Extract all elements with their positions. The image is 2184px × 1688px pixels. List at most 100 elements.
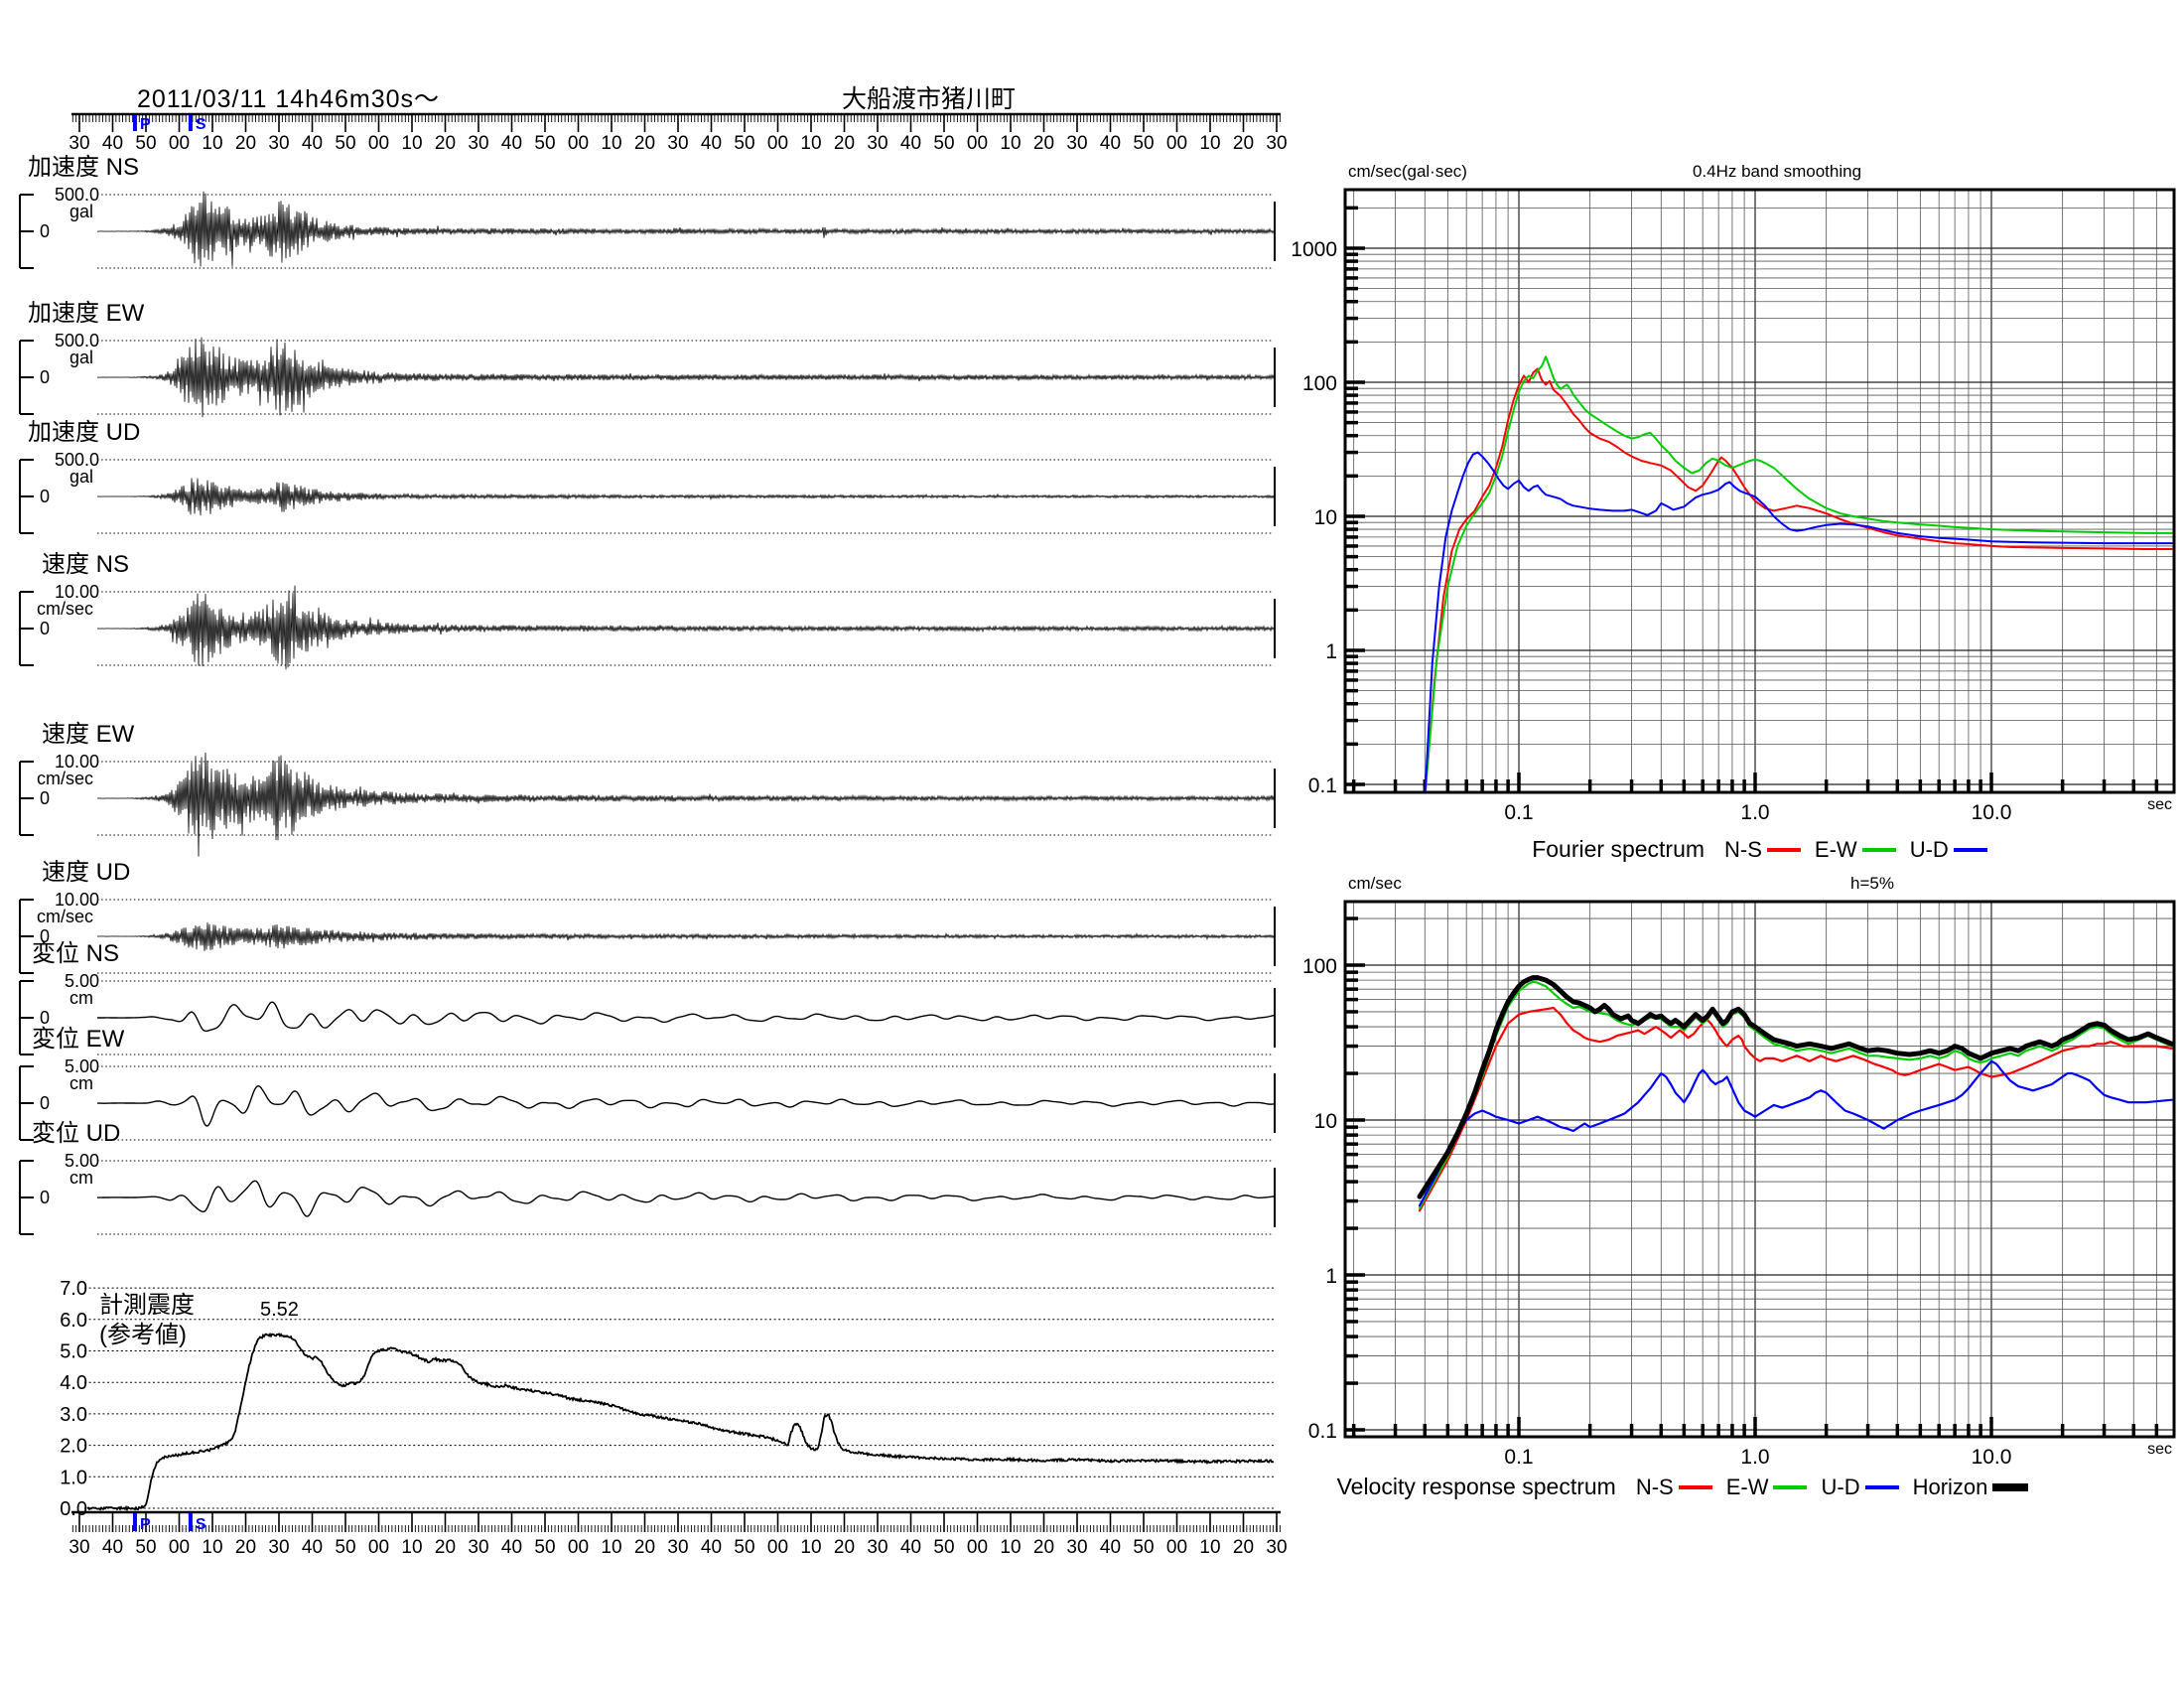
svg-text:0: 0 [40,926,50,946]
svg-text:40: 40 [1100,1537,1121,1558]
svg-text:00: 00 [967,133,988,154]
response-legend-item-horizon: Horizon [1913,1475,2029,1500]
svg-text:7.0: 7.0 [60,1278,87,1300]
svg-text:gal: gal [69,467,93,487]
svg-text:0: 0 [40,221,50,241]
svg-text:30: 30 [1266,133,1287,154]
svg-text:50: 50 [534,133,555,154]
fourier-legend-item-ud: U-D [1910,837,1987,863]
svg-text:sec: sec [2147,1441,2172,1458]
svg-text:4.0: 4.0 [60,1372,87,1394]
intensity-subtitle: (参考値) [99,1322,187,1348]
svg-text:00: 00 [368,133,389,154]
fourier-unit-label: cm/sec(gal·sec) [1348,162,1467,181]
svg-text:cm: cm [69,1073,93,1093]
response-legend-item-ud: U-D [1821,1475,1899,1500]
svg-text:40: 40 [501,1537,522,1558]
svg-text:1000: 1000 [1291,238,1337,261]
svg-text:0: 0 [40,487,50,506]
svg-text:30: 30 [268,1537,289,1558]
svg-text:1: 1 [1325,640,1337,663]
response-damping-label: h=5% [1850,874,1894,893]
svg-text:40: 40 [900,133,921,154]
svg-text:20: 20 [1033,133,1054,154]
record-datetime: 2011/03/11 14h46m30s～ [137,85,441,113]
fourier-legend-item-ew: E-W [1815,837,1896,863]
svg-text:gal: gal [69,202,93,221]
svg-text:30: 30 [268,133,289,154]
svg-text:2.0: 2.0 [60,1436,87,1458]
svg-text:0: 0 [40,1093,50,1113]
svg-text:40: 40 [701,133,722,154]
svg-text:20: 20 [1233,1537,1254,1558]
svg-text:40: 40 [701,1537,722,1558]
svg-text:0.1: 0.1 [1308,774,1337,797]
svg-text:30: 30 [667,133,688,154]
svg-text:30: 30 [867,133,887,154]
svg-text:0.1: 0.1 [1504,801,1533,824]
svg-text:50: 50 [335,1537,355,1558]
svg-text:10: 10 [401,133,422,154]
svg-text:50: 50 [335,133,355,154]
svg-text:cm/sec: cm/sec [37,907,93,926]
svg-text:40: 40 [102,133,123,154]
svg-text:10: 10 [601,1537,621,1558]
svg-text:00: 00 [767,133,788,154]
svg-text:cm: cm [69,988,93,1008]
svg-text:20: 20 [235,1537,256,1558]
svg-text:5.00: 5.00 [65,1151,99,1171]
svg-text:30: 30 [68,1537,89,1558]
svg-text:00: 00 [568,133,589,154]
svg-text:50: 50 [135,1537,156,1558]
svg-text:100: 100 [1302,372,1337,395]
svg-text:50: 50 [933,1537,954,1558]
svg-text:0.0: 0.0 [60,1498,87,1520]
svg-text:1.0: 1.0 [1740,1446,1769,1469]
svg-text:10: 10 [601,133,621,154]
intensity-title: 計測震度 [99,1292,195,1319]
svg-text:50: 50 [1133,1537,1154,1558]
svg-text:10.00: 10.00 [55,890,99,910]
svg-text:加速度 UD: 加速度 UD [28,419,140,446]
fourier-smoothing-label: 0.4Hz band smoothing [1692,162,1862,181]
svg-text:50: 50 [534,1537,555,1558]
intensity-chart: 7.0 6.0 5.0 4.0 3.0 2.0 1.0 0.0 [60,1278,1275,1520]
response-legend-item-ns: N-S [1636,1475,1712,1500]
svg-text:0: 0 [40,1188,50,1207]
svg-text:20: 20 [1233,133,1254,154]
velocity-response-spectrum-plot: 100 10 1 0.1 0.1 1.0 10.0 sec [1302,900,2176,1469]
svg-text:10: 10 [1314,1110,1337,1133]
svg-text:30: 30 [1266,1537,1287,1558]
svg-text:50: 50 [1133,133,1154,154]
svg-text:gal: gal [69,348,93,367]
response-legend-item-ew: E-W [1726,1475,1808,1500]
svg-text:20: 20 [235,133,256,154]
svg-text:1.0: 1.0 [1740,801,1769,824]
svg-text:6.0: 6.0 [60,1310,87,1332]
fourier-legend-item-ns: N-S [1724,837,1801,863]
svg-text:10.0: 10.0 [1972,1446,2012,1469]
svg-text:500.0: 500.0 [55,185,99,205]
svg-text:00: 00 [767,1537,788,1558]
svg-text:10: 10 [1199,1537,1220,1558]
svg-text:20: 20 [834,133,855,154]
svg-text:30: 30 [68,133,89,154]
svg-text:00: 00 [967,1537,988,1558]
svg-text:0.1: 0.1 [1308,1420,1337,1443]
svg-text:50: 50 [135,133,156,154]
response-legend: Velocity response spectrum N-S E-W U-D H… [1256,1474,2110,1500]
svg-text:5.00: 5.00 [65,1056,99,1076]
svg-text:速度 EW: 速度 EW [42,721,135,748]
fourier-legend-title: Fourier spectrum [1532,836,1706,862]
svg-text:変位 NS: 変位 NS [32,940,119,967]
svg-text:S: S [196,116,206,133]
ew-line-swatch [1861,847,1896,852]
svg-text:10: 10 [800,1537,821,1558]
